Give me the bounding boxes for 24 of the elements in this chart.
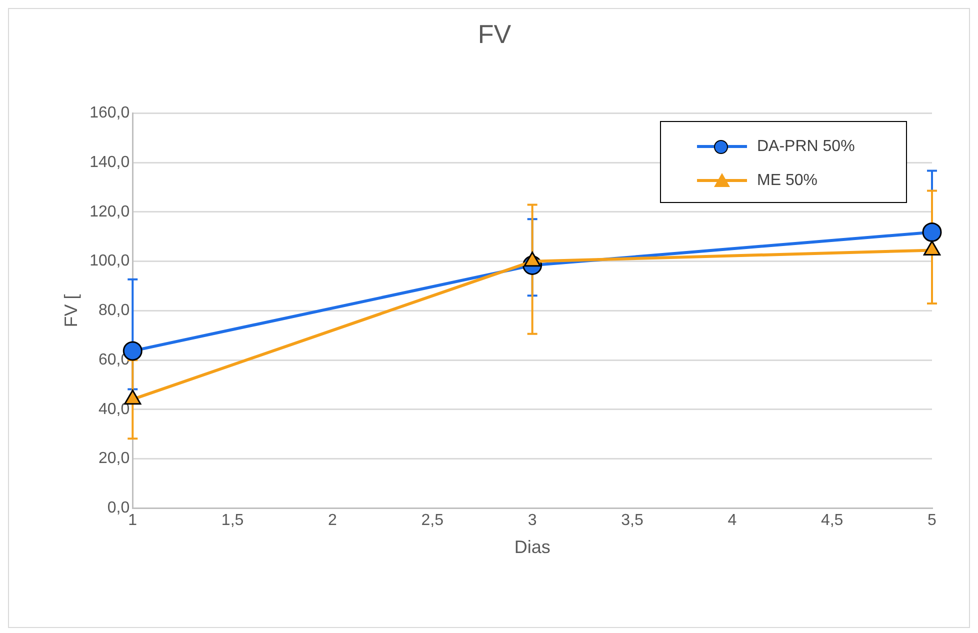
- x-axis-title: Dias: [514, 537, 550, 558]
- x-tick-label: 1: [128, 512, 138, 530]
- x-tick-label: 4: [728, 512, 737, 530]
- y-tick-label: 120,0: [90, 203, 130, 220]
- x-tick-label: 3,5: [621, 512, 644, 530]
- y-tick-label: 20,0: [98, 450, 130, 468]
- y-tick-label: 140,0: [90, 154, 130, 171]
- point: [524, 252, 541, 267]
- x-tick-label: 2,5: [421, 512, 444, 530]
- x-tick-label: 1,5: [221, 512, 244, 530]
- legend-label: DA-PRN 50%: [757, 138, 855, 156]
- y-tick-label: 0,0: [107, 500, 130, 517]
- y-axis-title: FV [: [60, 294, 81, 328]
- y-tick-label: 80,0: [98, 302, 130, 320]
- x-tick-label: 2: [328, 512, 338, 530]
- x-tick-label: 5: [928, 512, 937, 530]
- y-tick-label: 40,0: [98, 400, 130, 418]
- chart-title: FV: [478, 18, 512, 49]
- x-tick-label: 4,5: [820, 512, 844, 530]
- x-tick-label: 3: [528, 512, 537, 530]
- point: [922, 222, 942, 242]
- y-tick-label: 100,0: [90, 252, 130, 270]
- legend-label: ME 50%: [757, 172, 818, 190]
- y-tick-label: 160,0: [90, 104, 130, 122]
